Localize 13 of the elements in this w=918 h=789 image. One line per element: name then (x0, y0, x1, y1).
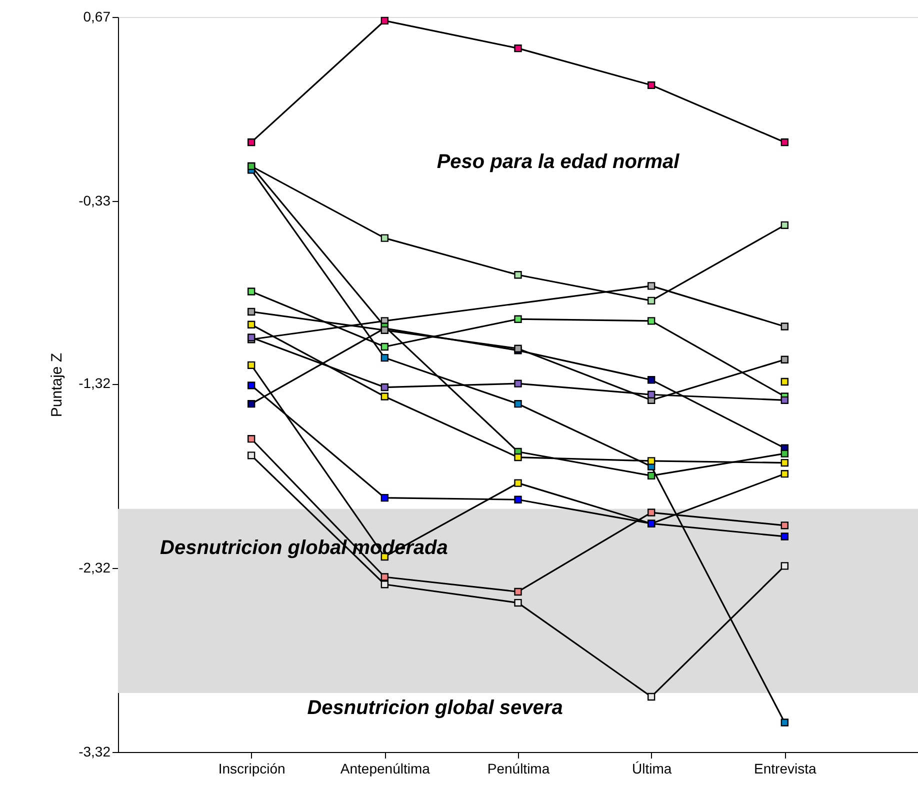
x-tick-label: Antepenúltima (340, 760, 430, 776)
annotation: Desnutricion global severa (307, 697, 563, 719)
annotation: Peso para la edad normal (436, 151, 680, 173)
y-tick-label: -0,33 (78, 192, 111, 209)
y-tick-label: 0,67 (83, 8, 111, 24)
y-axis-title: Puntaje Z (48, 352, 66, 418)
y-tick-label: -3,32 (78, 744, 111, 760)
x-tick-label: Inscripción (218, 760, 286, 776)
y-tick-label: -2,32 (78, 559, 111, 576)
y-tick-label: -1,32 (78, 375, 111, 392)
x-tick-label: Penúltima (487, 760, 550, 776)
x-tick-label: Entrevista (754, 760, 817, 776)
x-tick-label: Última (632, 760, 672, 776)
